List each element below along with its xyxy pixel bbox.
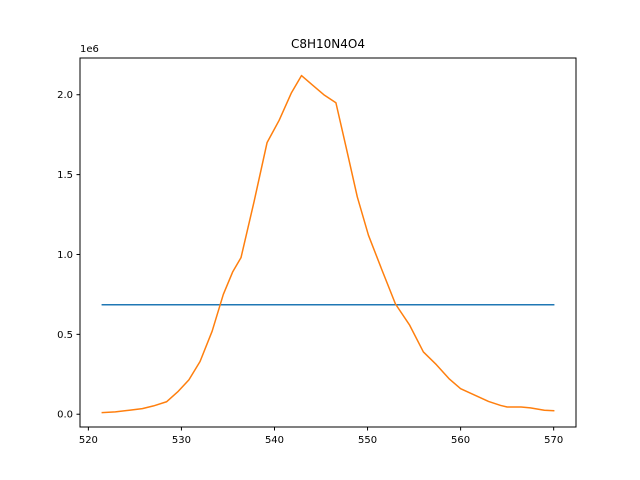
x-tick-label: 520 <box>79 435 98 446</box>
x-tick-label: 540 <box>265 435 284 446</box>
y-axis-offset-label: 1e6 <box>80 44 99 55</box>
y-tick-label: 1.0 <box>57 250 73 261</box>
series-line-2 <box>101 74 555 414</box>
series-layer <box>101 74 555 414</box>
y-tick-label: 2.0 <box>57 90 73 101</box>
x-tick-label: 530 <box>172 435 191 446</box>
x-tick-label: 570 <box>544 435 563 446</box>
x-axis: 520 530 540 550 560 570 <box>79 427 563 446</box>
x-tick-label: 550 <box>358 435 377 446</box>
chart-title: C8H10N4O4 <box>291 37 365 51</box>
plot-frame <box>79 57 577 428</box>
y-axis: 0.0 0.5 1.0 1.5 2.0 <box>57 90 80 421</box>
x-tick-label: 560 <box>451 435 470 446</box>
y-tick-label: 1.5 <box>57 170 73 181</box>
y-tick-label: 0.0 <box>57 410 73 421</box>
y-tick-label: 0.5 <box>57 330 73 341</box>
